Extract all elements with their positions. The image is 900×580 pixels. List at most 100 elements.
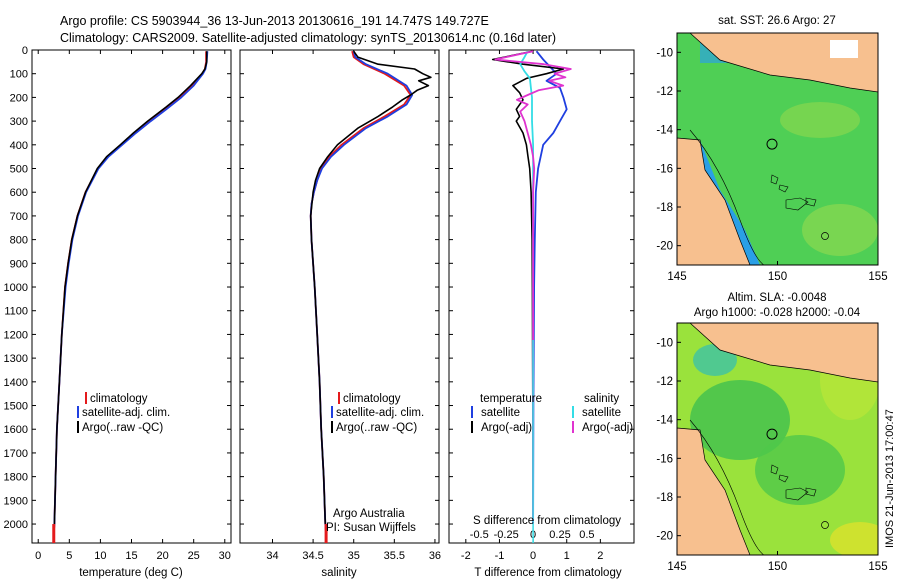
- sla-map-ticks: 145 150 155 -10 -12 -14 -16 -18 -20: [656, 337, 887, 573]
- y-tick-label: 1800: [4, 472, 28, 484]
- header-line-1: Argo profile: CS 5903944_36 13-Jun-2013 …: [60, 14, 489, 28]
- x-tick-label: 36: [429, 550, 441, 562]
- y-tick-label: 1900: [4, 495, 28, 507]
- salinity-panel: 34 34.5 35 35.5 36 climatology satellite-adj…: [239, 49, 441, 579]
- temperature-y-ticks: 0 100 200 300 400 500 600 700 800 900 1000 1100 1200…: [4, 45, 231, 531]
- sst-australia-land: [677, 137, 751, 265]
- difference-legend: temperature salinity satellite Argo(-adj…: [471, 393, 633, 434]
- y-tick-label: 600: [10, 187, 28, 199]
- sst-reef-contours: [770, 174, 817, 211]
- salinity-y-ticks: [240, 49, 439, 525]
- map-y-tick-label: -12: [656, 376, 673, 388]
- difference-panel: -2 -1 0 1 2 -0.5 -0.25 0 0.25 0.5 temperature sa…: [448, 49, 635, 579]
- map-x-tick-label: 150: [768, 271, 787, 283]
- x-tick-label: -2: [461, 550, 471, 562]
- difference-x-ticks: -2 -1 0 1 2: [461, 50, 603, 562]
- s-tick-label: -0.5: [470, 529, 489, 541]
- sla-field-low: [755, 435, 845, 505]
- map-x-tick-label: 155: [868, 271, 887, 283]
- x-tick-label: -1: [495, 550, 505, 562]
- y-tick-label: 0: [22, 45, 28, 57]
- map-y-tick-label: -16: [656, 453, 673, 465]
- y-tick-label: 1000: [4, 282, 28, 294]
- legend-label-argo: Argo(..raw -QC): [82, 422, 163, 434]
- x-tick-label: 0: [35, 550, 41, 562]
- map-y-tick-label: -18: [656, 492, 673, 504]
- y-tick-label: 1600: [4, 424, 28, 436]
- sla-field-high: [830, 522, 878, 555]
- sla-bathymetry-contour: [689, 419, 772, 555]
- temperature-panel: 0 5 10 15 20 25 30 0 100 200 300 400 500 600 700 800 90…: [4, 45, 232, 579]
- series-line-argo-raw-qc-: [53, 51, 208, 525]
- sst-reef-contour: [821, 232, 829, 240]
- x-tick-label: 35: [348, 550, 360, 562]
- sla-float-marker: [766, 428, 778, 440]
- salinity-x-label: salinity: [321, 567, 356, 579]
- imos-watermark: IMOS 21-Jun-2013 17:00:47: [884, 409, 896, 548]
- sla-reef-contours: [770, 464, 817, 501]
- y-tick-label: 200: [10, 92, 28, 104]
- temperature-axes-frame: [31, 49, 232, 544]
- s-tick-label: -0.25: [494, 529, 519, 541]
- s-tick-label: 0.5: [579, 529, 594, 541]
- map-y-tick-label: -14: [656, 125, 673, 137]
- x-tick-label: 25: [188, 550, 200, 562]
- header-line-2: Climatology: CARS2009. Satellite-adjuste…: [60, 31, 556, 45]
- map-x-tick-label: 150: [768, 561, 787, 573]
- t-difference-x-label: T difference from climatology: [474, 567, 621, 579]
- sla-map-title-1: Altim. SLA: -0.0048: [727, 292, 826, 304]
- difference-axes-frame: [448, 49, 635, 544]
- legend-label-satellite: satellite-adj. clim.: [336, 407, 424, 419]
- sla-png-land: [677, 323, 878, 383]
- salinity-legend: climatology satellite-adj. clim. Argo(..…: [331, 392, 424, 434]
- x-tick-label: 10: [94, 550, 106, 562]
- map-y-tick-label: -12: [656, 86, 673, 98]
- salinity-annotation-institution: Argo Australia: [333, 508, 405, 520]
- y-tick-label: 100: [10, 69, 28, 81]
- temperature-x-ticks: 0 5 10 15 20 25 30: [35, 50, 231, 562]
- y-tick-label: 700: [10, 211, 28, 223]
- temperature-legend: climatology satellite-adj. clim. Argo(..…: [77, 392, 170, 434]
- x-tick-label: 5: [66, 550, 72, 562]
- map-y-tick-label: -10: [656, 47, 673, 59]
- temperature-series: [52, 51, 209, 543]
- salinity-axes-frame: [239, 49, 440, 544]
- series-line-s-argo-adj-: [494, 50, 572, 524]
- x-tick-label: 34.5: [302, 550, 323, 562]
- y-tick-label: 500: [10, 164, 28, 176]
- x-tick-label: 34: [266, 550, 278, 562]
- legend-label-t-satellite: satellite: [481, 407, 520, 419]
- sst-field-warm: [802, 204, 878, 256]
- y-tick-label: 2000: [4, 519, 28, 531]
- sst-float-marker: [766, 138, 778, 150]
- map-y-tick-label: -18: [656, 202, 673, 214]
- sst-field-warm: [780, 102, 860, 138]
- y-tick-label: 1500: [4, 401, 28, 413]
- y-tick-label: 900: [10, 258, 28, 270]
- sla-field-low: [690, 380, 790, 460]
- x-tick-label: 2: [597, 550, 603, 562]
- y-tick-label: 1200: [4, 329, 28, 341]
- legend-label-s-satellite: satellite: [582, 407, 621, 419]
- map-x-tick-label: 145: [667, 561, 686, 573]
- s-difference-title: S difference from climatology: [473, 515, 621, 527]
- map-y-tick-label: -16: [656, 163, 673, 175]
- legend-label-climatology: climatology: [343, 393, 401, 405]
- sst-png-land: [677, 33, 878, 93]
- x-tick-label: 20: [156, 550, 168, 562]
- difference-series: [491, 50, 572, 543]
- salinity-annotation-pi: PI: Susan Wijffels: [326, 522, 416, 534]
- x-tick-label: 0: [530, 550, 536, 562]
- s-tick-label: 0.25: [549, 529, 570, 541]
- x-tick-label: 1: [564, 550, 570, 562]
- y-tick-label: 800: [10, 235, 28, 247]
- x-tick-label: 35.5: [384, 550, 405, 562]
- y-tick-label: 1400: [4, 377, 28, 389]
- temperature-x-label: temperature (deg C): [79, 567, 183, 579]
- sst-map-title: sat. SST: 26.6 Argo: 27: [718, 15, 836, 27]
- y-tick-label: 300: [10, 116, 28, 128]
- sla-reef-contour: [821, 521, 829, 529]
- sla-map-title-2: Argo h1000: -0.028 h2000: -0.04: [694, 307, 861, 319]
- map-y-tick-label: -10: [656, 337, 673, 349]
